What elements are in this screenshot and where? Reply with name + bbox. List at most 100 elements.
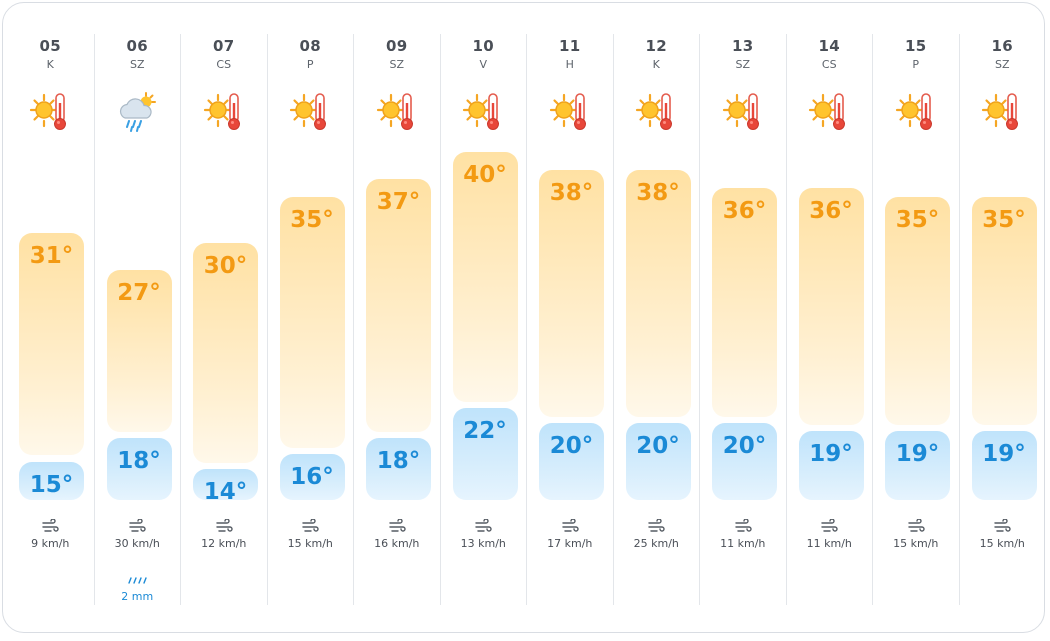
low-temp-label: 16° <box>290 463 334 490</box>
wind-icon <box>474 518 492 532</box>
low-temp-bar: 15° <box>19 461 84 500</box>
low-temp-label: 19° <box>809 440 853 467</box>
high-temp-label: 27° <box>117 279 161 306</box>
wind-icon <box>128 518 146 532</box>
wind-speed: 11 km/h <box>720 537 766 550</box>
forecast-card: 05 K 31° 15° 9 km/h 06 SZ <box>2 2 1045 633</box>
sunny-hot-icon <box>895 91 937 133</box>
low-temp-label: 18° <box>376 448 421 475</box>
day-column: 11 H 38° 20° 17 km/h <box>526 34 613 605</box>
wind-icon <box>301 518 319 532</box>
day-name: H <box>565 58 574 71</box>
day-column: 07 CS 30° 14° 12 km/h <box>180 34 267 605</box>
low-temp-label: 19° <box>895 440 940 467</box>
high-temp-label: 38° <box>549 180 594 207</box>
day-date: 11 <box>559 37 581 55</box>
low-temp-label: 19° <box>982 440 1026 467</box>
day-column: 14 CS 36° 19° 11 km/h <box>785 34 873 605</box>
wind-icon <box>647 518 665 532</box>
low-temp-bar: 18° <box>366 438 431 500</box>
sunny-hot-icon <box>635 91 677 133</box>
day-date: 10 <box>472 37 494 55</box>
low-temp-bar: 20° <box>539 423 604 500</box>
low-temp-label: 22° <box>463 417 507 444</box>
high-temp-bar: 35° <box>971 197 1037 425</box>
day-date: 06 <box>126 37 148 55</box>
low-temp-bar: 20° <box>712 423 777 500</box>
sunny-hot-icon <box>549 91 591 133</box>
wind-speed: 11 km/h <box>806 537 852 550</box>
sunny-hot-icon <box>289 91 331 133</box>
day-column: 16 SZ 35° 19° 15 km/h <box>958 34 1046 605</box>
low-temp-label: 15° <box>29 471 74 498</box>
day-column: 06 SZ 27° 18° 30 km/h <box>93 34 181 605</box>
day-date: 12 <box>645 37 667 55</box>
high-temp-bar: 35° <box>885 197 950 425</box>
high-temp-label: 31° <box>29 243 74 270</box>
low-temp-bar: 19° <box>885 430 950 500</box>
day-name: K <box>46 58 54 71</box>
high-temp-label: 36° <box>722 198 767 225</box>
low-temp-bar: 20° <box>625 423 691 500</box>
sunny-hot-icon <box>808 91 850 133</box>
high-temp-bar: 38° <box>539 170 604 417</box>
low-temp-label: 20° <box>722 433 767 459</box>
high-temp-bar: 30° <box>193 242 258 464</box>
day-date: 14 <box>818 37 840 55</box>
wind-icon <box>561 518 579 532</box>
day-column: 12 K 38° 20° 25 km/h <box>612 34 700 605</box>
day-date: 08 <box>299 37 321 55</box>
wind-speed: 15 km/h <box>979 537 1025 550</box>
day-name: SZ <box>389 58 405 71</box>
high-temp-bar: 37° <box>366 179 431 433</box>
wind-speed: 25 km/h <box>633 537 679 550</box>
day-name: P <box>306 58 314 71</box>
sunny-hot-icon <box>29 91 71 133</box>
day-date: 09 <box>386 37 408 55</box>
wind-speed: 15 km/h <box>893 537 939 550</box>
high-temp-bar: 36° <box>798 188 864 425</box>
day-name: V <box>479 58 488 71</box>
high-temp-bar: 40° <box>452 152 518 402</box>
day-column: 09 SZ 37° 18° 16 km/h <box>353 34 440 605</box>
high-temp-label: 37° <box>376 189 421 216</box>
rain-icon <box>127 571 147 584</box>
day-name: CS <box>216 58 232 71</box>
day-date: 16 <box>991 37 1013 55</box>
wind-speed: 30 km/h <box>114 537 160 550</box>
high-temp-label: 35° <box>982 207 1026 234</box>
low-temp-label: 18° <box>117 448 161 475</box>
wind-icon <box>215 518 233 532</box>
high-temp-bar: 35° <box>279 197 345 448</box>
high-temp-bar: 38° <box>625 170 691 417</box>
wind-speed: 13 km/h <box>460 537 506 550</box>
day-name: SZ <box>129 58 145 71</box>
wind-speed: 9 km/h <box>31 537 70 550</box>
day-name: K <box>652 58 660 71</box>
day-date: 15 <box>905 37 927 55</box>
low-temp-label: 20° <box>636 433 680 459</box>
low-temp-bar: 22° <box>452 407 518 500</box>
high-temp-label: 36° <box>809 198 853 225</box>
wind-icon <box>388 518 406 532</box>
low-temp-bar: 19° <box>798 430 864 500</box>
day-date: 07 <box>213 37 235 55</box>
low-temp-bar: 14° <box>193 469 258 505</box>
sunny-hot-icon <box>203 91 245 133</box>
high-temp-label: 35° <box>290 207 334 234</box>
sunny-hot-icon <box>376 91 418 133</box>
wind-icon <box>820 518 838 532</box>
day-name: SZ <box>994 58 1010 71</box>
high-temp-label: 38° <box>636 180 680 207</box>
day-name: SZ <box>735 58 751 71</box>
low-temp-bar: 16° <box>279 453 345 500</box>
wind-icon <box>907 518 925 532</box>
low-temp-label: 20° <box>549 433 594 459</box>
wind-icon <box>993 518 1011 532</box>
wind-speed: 12 km/h <box>201 537 247 550</box>
day-column: 08 P 35° 16° 15 km/h <box>266 34 354 605</box>
high-temp-label: 30° <box>203 252 248 279</box>
day-column: 10 V 40° 22° 13 km/h <box>439 34 527 605</box>
rain-amount: 2 mm <box>121 590 154 603</box>
wind-icon <box>734 518 752 532</box>
